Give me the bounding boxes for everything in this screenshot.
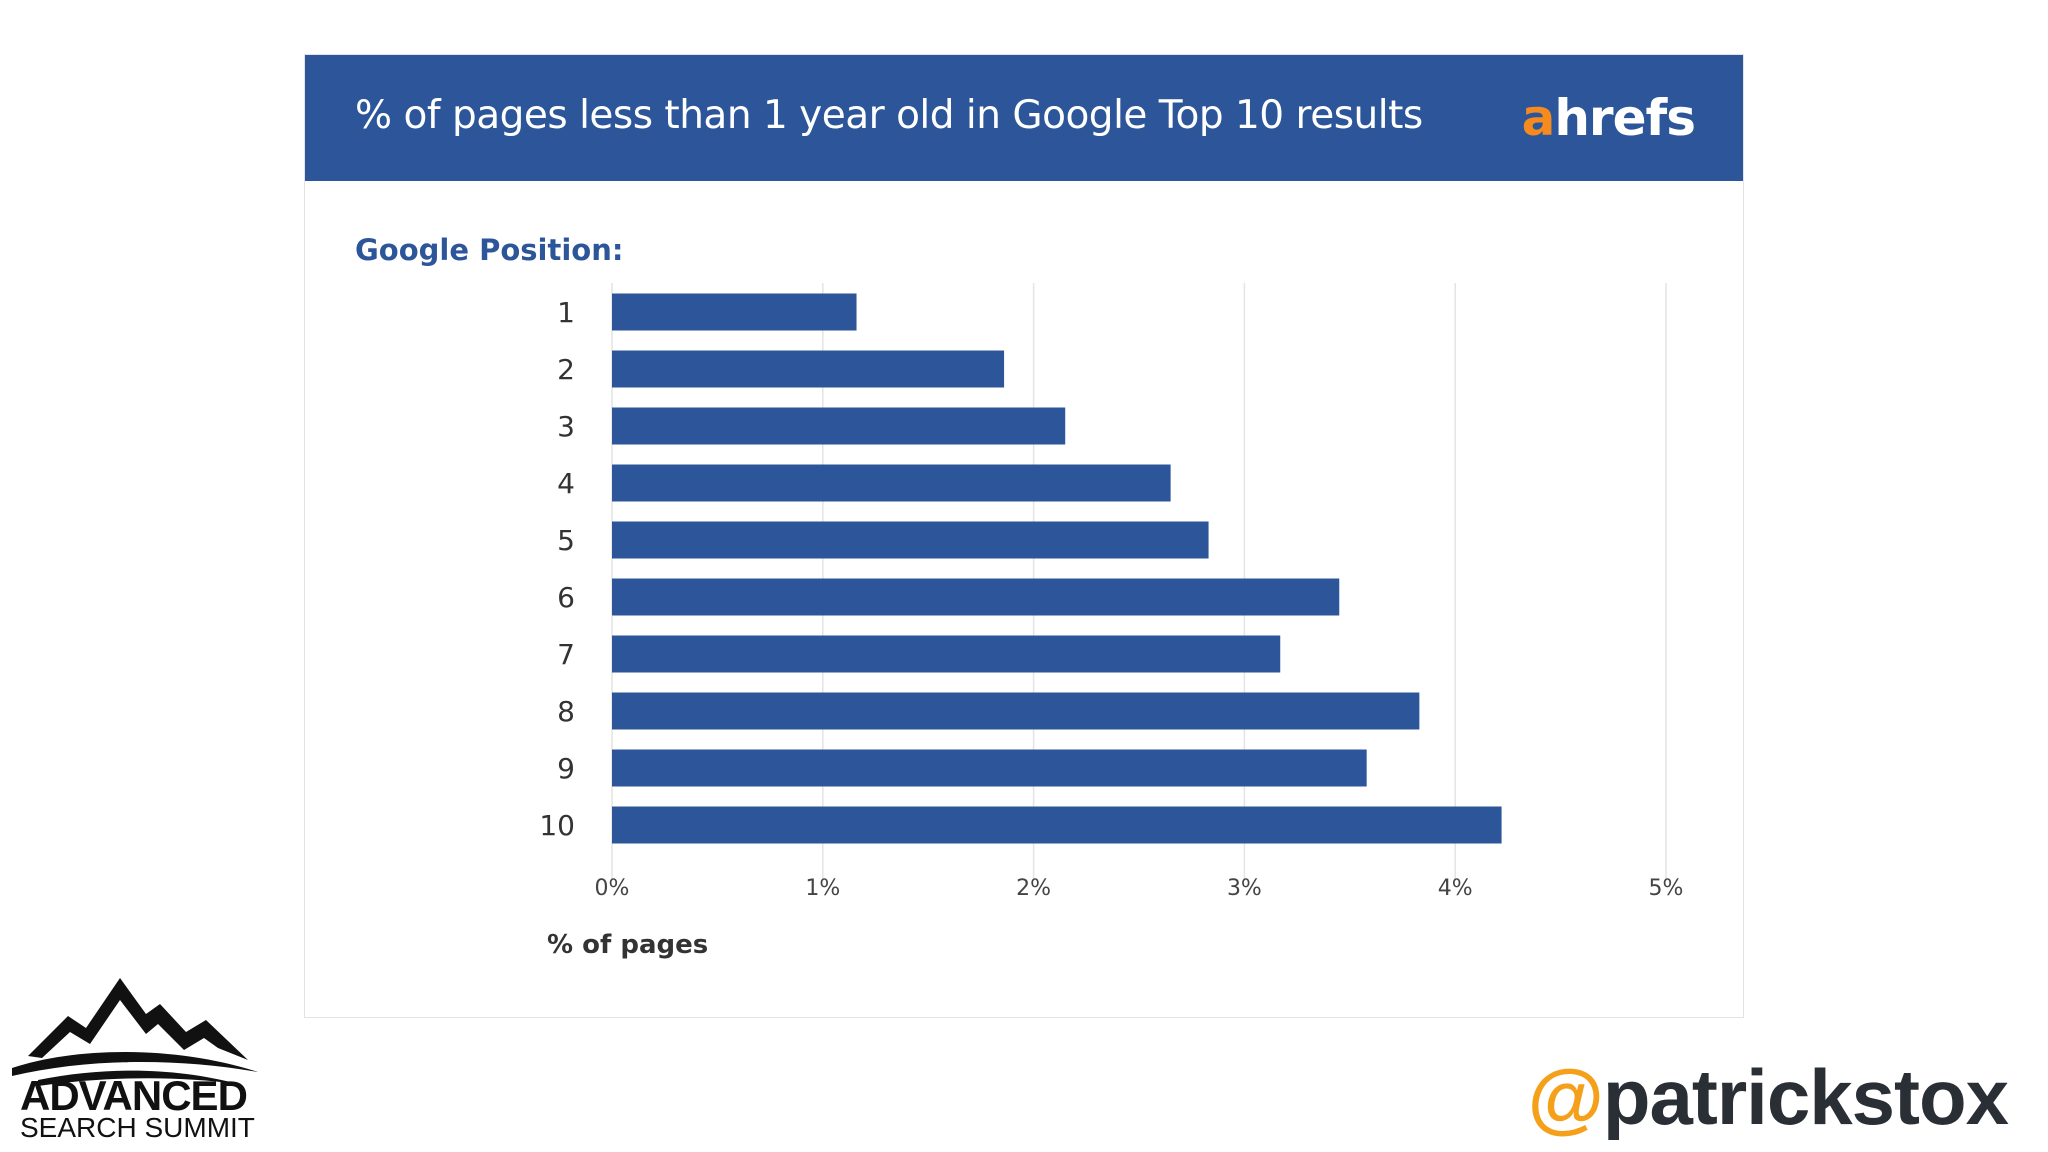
bar-position-4 (612, 464, 1171, 502)
bar-position-5 (612, 521, 1209, 559)
x-axis-title: % of pages (547, 930, 709, 960)
x-tick-label: 1% (805, 876, 840, 901)
bar-position-9 (612, 749, 1367, 787)
y-tick-label: 3 (557, 410, 575, 443)
y-axis-title: Google Position: (355, 233, 624, 267)
y-tick-label: 4 (557, 467, 575, 500)
bar-chart: 0% 1% 2% 3% 4% 5% 1 2 3 4 5 6 7 8 9 10 (539, 283, 1684, 901)
y-tick-label: 5 (557, 524, 575, 557)
y-tick-label: 8 (557, 695, 575, 728)
logo-text-search-summit: SEARCH SUMMIT (20, 1112, 255, 1143)
x-tick-label: 2% (1016, 876, 1051, 901)
bar-position-3 (612, 407, 1066, 445)
brand-rest: hrefs (1554, 89, 1696, 147)
mountain-logo-icon (12, 978, 258, 1086)
logo-text-advanced: ADVANCED (20, 1072, 248, 1119)
bar-position-10 (612, 806, 1502, 844)
bar-position-7 (612, 635, 1281, 673)
y-tick-label: 9 (557, 752, 575, 785)
x-tick-label: 3% (1227, 876, 1262, 901)
at-symbol: @ (1527, 1053, 1604, 1141)
y-tick-label: 2 (557, 353, 575, 386)
x-tick-label: 4% (1438, 876, 1473, 901)
bar-position-6 (612, 578, 1340, 616)
y-tick-label: 6 (557, 581, 575, 614)
ahrefs-logo: ahrefs (1521, 89, 1696, 147)
bar-position-1 (612, 293, 857, 331)
x-tick-label: 0% (595, 876, 630, 901)
chart-card: % of pages less than 1 year old in Googl… (304, 54, 1744, 1018)
chart-title: % of pages less than 1 year old in Googl… (355, 93, 1423, 138)
bar-position-2 (612, 350, 1005, 388)
y-tick-label: 1 (557, 296, 575, 329)
y-tick-label: 7 (557, 638, 575, 671)
handle-name: patrickstox (1602, 1053, 2009, 1141)
brand-first-letter: a (1521, 89, 1556, 147)
chart-header: % of pages less than 1 year old in Googl… (305, 55, 1743, 181)
y-tick-label: 10 (539, 809, 575, 842)
bar-position-8 (612, 692, 1420, 730)
twitter-handle: @patrickstox (1527, 1052, 2009, 1143)
x-tick-label: 5% (1649, 876, 1684, 901)
